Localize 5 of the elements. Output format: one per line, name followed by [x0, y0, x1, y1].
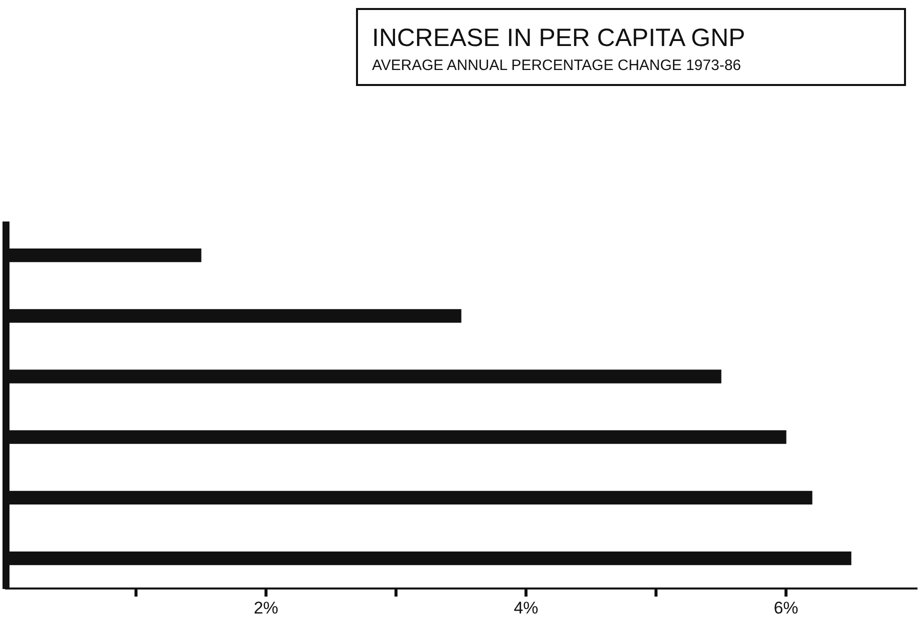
chart-subtitle: AVERAGE ANNUAL PERCENTAGE CHANGE 1973-86 [372, 57, 742, 74]
chart-title: INCREASE IN PER CAPITA GNP [372, 24, 746, 53]
x-tick-label: 2% [254, 598, 278, 618]
x-tick-label: 6% [774, 598, 798, 618]
x-tick-label: 4% [514, 598, 538, 618]
